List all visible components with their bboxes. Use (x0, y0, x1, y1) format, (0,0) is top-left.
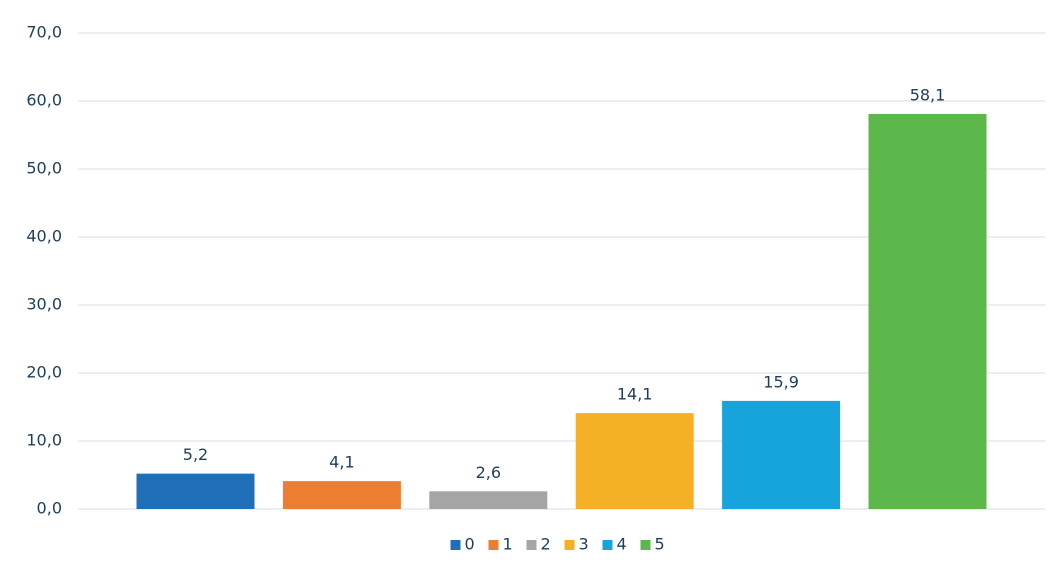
legend-label: 3 (579, 535, 589, 554)
y-tick-label: 50,0 (26, 159, 62, 178)
legend-label: 1 (503, 535, 513, 554)
value-label: 14,1 (617, 385, 653, 404)
y-tick-label: 0,0 (37, 499, 62, 518)
y-tick-label: 10,0 (26, 431, 62, 450)
value-label: 58,1 (910, 85, 946, 104)
value-label: 4,1 (329, 453, 354, 472)
legend-swatch (488, 540, 499, 550)
bar (575, 413, 694, 509)
y-tick-label: 20,0 (26, 363, 62, 382)
y-tick-label: 60,0 (26, 91, 62, 110)
legend-label: 4 (617, 535, 627, 554)
legend-swatch (640, 540, 651, 550)
y-tick-label: 30,0 (26, 295, 62, 314)
bar (868, 113, 987, 510)
legend-label: 5 (655, 535, 665, 554)
bar (429, 491, 548, 509)
legend-swatch (450, 540, 461, 550)
bar (136, 473, 255, 509)
legend-swatch (564, 540, 575, 550)
legend-swatch (526, 540, 537, 550)
legend-label: 0 (465, 535, 475, 554)
y-tick-label: 40,0 (26, 227, 62, 246)
legend-label: 2 (541, 535, 551, 554)
y-tick-label: 70,0 (26, 23, 62, 42)
legend-swatch (602, 540, 613, 550)
value-label: 2,6 (476, 463, 501, 482)
bar (722, 400, 841, 509)
value-label: 5,2 (183, 445, 208, 464)
value-label: 15,9 (763, 372, 799, 391)
bar (282, 481, 401, 509)
